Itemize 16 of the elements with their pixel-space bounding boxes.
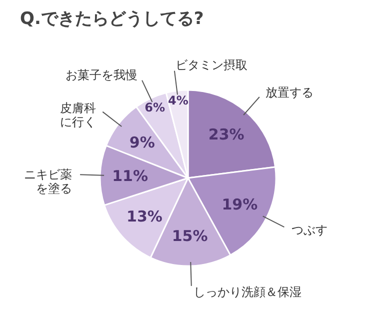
data-label: 13%	[126, 207, 162, 226]
data-label: 23%	[208, 125, 244, 144]
data-label: 9%	[129, 133, 155, 152]
data-label: 4%	[168, 94, 188, 108]
slice-label: つぶす	[292, 222, 328, 237]
slice-label: しっかり洗顔＆保湿	[194, 284, 302, 299]
data-label: 15%	[172, 226, 208, 245]
chart-title: Q.できたらどうしてる?	[20, 9, 204, 29]
data-label: 6%	[144, 100, 165, 114]
slice-label: ニキビ薬を塗る	[24, 167, 72, 196]
slice-label: お菓子を我慢	[65, 68, 138, 82]
slice-label: 皮膚科に行く	[60, 101, 96, 130]
data-label: 11%	[112, 167, 148, 186]
data-label: 19%	[222, 195, 258, 214]
slice-label: ビタミン摂取	[176, 58, 248, 72]
slice-label: 放置する	[265, 85, 314, 100]
